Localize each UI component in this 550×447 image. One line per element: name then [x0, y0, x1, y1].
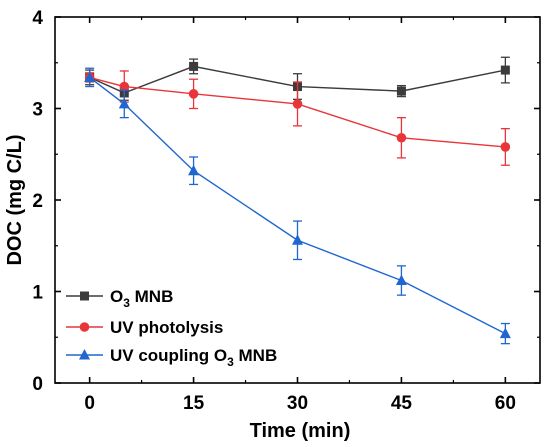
data-point [396, 86, 406, 96]
data-point [396, 132, 407, 143]
data-point [119, 81, 130, 92]
legend-label-main: UV photolysis [110, 318, 223, 337]
legend-label-sub: 3 [123, 296, 130, 310]
y-tick-label: 4 [32, 8, 43, 29]
data-point [292, 99, 303, 109]
x-tick-label: 15 [183, 393, 205, 414]
legend-label-sub: 3 [227, 355, 234, 369]
legend-marker [80, 291, 89, 301]
series-line [89, 76, 506, 148]
data-point [189, 61, 199, 71]
legend-label-main: UV coupling O [110, 346, 227, 365]
data-point [84, 71, 96, 82]
legend-label-rest: MNB [130, 287, 173, 306]
data-point [500, 142, 511, 152]
data-point [118, 97, 130, 109]
legend-label: UV coupling O3 MNB [110, 346, 277, 369]
x-tick-label: 45 [391, 393, 413, 414]
y-tick-label: 2 [32, 191, 43, 212]
x-tick-label: 0 [84, 393, 95, 414]
legend-marker [79, 349, 90, 360]
legend-marker [79, 322, 90, 332]
data-point [500, 65, 510, 75]
data-point [188, 164, 200, 176]
x-axis-title: Time (min) [250, 420, 351, 442]
data-point [292, 234, 303, 245]
data-point [395, 274, 407, 286]
data-point [188, 89, 199, 99]
x-tick-label: 30 [287, 393, 308, 414]
series-1 [84, 70, 511, 166]
legend-label-main: O [110, 287, 123, 306]
y-axis-title: DOC (mg C/L) [4, 134, 26, 265]
data-point [499, 327, 511, 339]
legend-item: UV photolysis [66, 318, 223, 337]
series-layer [84, 56, 511, 345]
legend-item: UV coupling O3 MNB [66, 346, 277, 369]
axes-layer: 0 15 30 45 60 0 1 2 3 4 [32, 8, 541, 414]
legend-label: O3 MNB [110, 287, 173, 310]
legend-item: O3 MNB [66, 287, 173, 310]
series-2 [84, 67, 511, 345]
x-tick-label: 60 [495, 393, 516, 414]
y-tick-label: 1 [32, 283, 43, 304]
y-tick-label: 3 [32, 100, 43, 121]
legend-label-rest: MNB [234, 346, 277, 365]
series-line [89, 76, 506, 335]
legend-label: UV photolysis [110, 318, 223, 337]
series-line [89, 65, 506, 94]
y-tick-label: 0 [32, 374, 43, 395]
